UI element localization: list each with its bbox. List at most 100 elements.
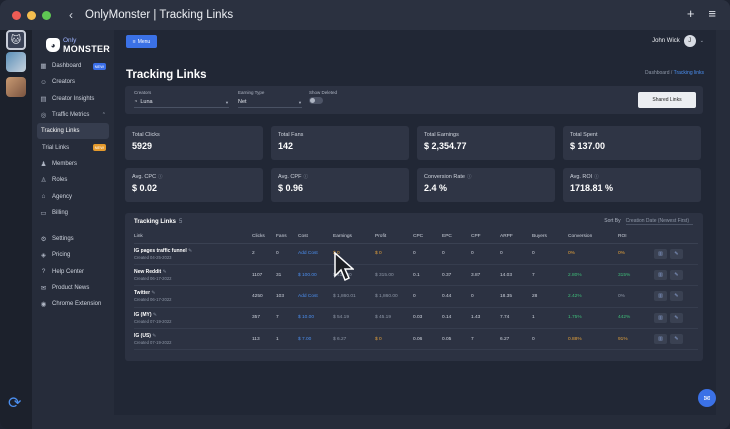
maximize-window-button[interactable] (42, 10, 51, 20)
creator-avatar-active[interactable]: 🐱 (6, 30, 26, 50)
cell-buyers: 0 (532, 328, 568, 351)
pencil-icon[interactable]: ✎ (161, 270, 167, 276)
title-bar: ‹ OnlyMonster | Tracking Links + ≡ (0, 0, 730, 30)
close-window-button[interactable] (12, 10, 21, 20)
cost-link[interactable]: $ 10.00 (298, 307, 333, 330)
col-header[interactable]: Link (134, 231, 252, 244)
info-icon[interactable]: ⓘ (158, 174, 163, 179)
col-header[interactable]: Clicks (252, 231, 276, 244)
link-created: Created 06-17-2022 (134, 276, 172, 282)
shared-links-button[interactable]: Shared Links (638, 92, 696, 108)
link-name[interactable]: Twitter (134, 290, 151, 297)
cost-link[interactable]: $ 100.00 (298, 264, 333, 287)
avatar: J (683, 35, 696, 47)
add-cost-link[interactable]: Add Cost (298, 285, 333, 308)
col-header[interactable]: Cost (298, 231, 333, 244)
cell-epc: 0.14 (442, 307, 471, 330)
sidebar-item-roles[interactable]: ♙ Roles (32, 172, 114, 188)
col-header[interactable]: Fans (276, 231, 298, 244)
col-header[interactable]: CPC (413, 231, 442, 244)
stats-icon[interactable]: ▥ (654, 312, 667, 323)
edit-icon[interactable]: ✎ (670, 291, 683, 302)
sort-select[interactable]: Creation Date (Newest First) (625, 218, 693, 225)
col-header[interactable]: ARPF (500, 231, 532, 244)
chat-icon[interactable]: ✉ (698, 389, 716, 407)
minimize-window-button[interactable] (27, 10, 36, 20)
chevron-up-icon[interactable]: ⌃ (101, 112, 106, 119)
sidebar-item-settings[interactable]: ⚙ Settings (32, 231, 114, 247)
info-icon[interactable]: ⓘ (594, 174, 599, 179)
cost-link[interactable]: $ 7.00 (298, 328, 333, 351)
cell-profit: $ 0 (375, 243, 413, 265)
col-header[interactable]: EPC (442, 231, 471, 244)
grid-icon: ▦ (40, 63, 47, 71)
col-header[interactable]: CPF (471, 231, 500, 244)
stats-icon[interactable]: ▥ (654, 334, 667, 345)
pencil-icon[interactable]: ✎ (150, 291, 156, 297)
sidebar-item-tracking-links[interactable]: Tracking Links (37, 123, 109, 140)
pencil-icon[interactable]: ✎ (150, 334, 157, 340)
edit-icon[interactable]: ✎ (670, 334, 683, 345)
stat-label: Total Fans (278, 132, 304, 138)
link-created: Created 06-17-2022 (134, 297, 172, 303)
sidebar-item-agency[interactable]: ⌂ Agency (32, 188, 114, 204)
edit-icon[interactable]: ✎ (670, 248, 683, 259)
stat-label: Conversion Rate (424, 174, 465, 180)
add-cost-link[interactable]: Add Cost (298, 243, 333, 265)
sidebar-item-billing[interactable]: ▭ Billing (32, 205, 114, 221)
pencil-icon[interactable]: ✎ (151, 312, 157, 318)
creator-avatar[interactable] (6, 77, 26, 97)
cell-cpf: 0 (471, 285, 500, 308)
edit-icon[interactable]: ✎ (670, 312, 683, 323)
stat-label: Total Spent (570, 132, 598, 138)
pencil-icon[interactable]: ✎ (186, 248, 193, 254)
new-tab-icon[interactable]: + (686, 6, 695, 21)
sidebar-item-trial-links[interactable]: Trial Links NEW (32, 139, 114, 155)
sidebar-item-pricing[interactable]: ◈ Pricing (32, 247, 114, 263)
sidebar-item-traffic-metrics[interactable]: ◎ Traffic Metrics ⌃ (32, 107, 114, 123)
breadcrumb-home[interactable]: Dashboard (645, 70, 670, 76)
stats-icon[interactable]: ▥ (654, 291, 667, 302)
stat-card: Avg. CPC ⓘ $ 0.02 (125, 168, 263, 202)
cell-conversion: 2.80% (568, 264, 618, 287)
hamburger-menu-icon[interactable]: ≡ (708, 6, 716, 21)
sidebar-item-help-center[interactable]: ? Help Center (32, 264, 114, 280)
col-header[interactable]: ROI (618, 231, 654, 244)
link-name[interactable]: IG (US) (134, 333, 151, 340)
sidebar-item-members[interactable]: ♟ Members (32, 156, 114, 172)
link-name[interactable]: New Reddit (134, 269, 162, 276)
news-icon: ✉ (40, 285, 47, 292)
sidebar-item-label: Dashboard (52, 63, 82, 70)
info-icon[interactable]: ⓘ (303, 174, 308, 179)
stats-icon[interactable]: ▥ (654, 248, 667, 259)
sidebar-item-label: Settings (52, 236, 74, 243)
cell-conversion: 1.75% (568, 307, 618, 330)
stats-icon[interactable]: ▥ (654, 270, 667, 281)
col-header[interactable]: Conversion (568, 231, 618, 244)
back-icon[interactable]: ‹ (69, 8, 73, 22)
earning-type-select[interactable]: Net ▼ (238, 97, 302, 108)
table-count: 5 (179, 219, 183, 225)
col-header[interactable]: Earnings (333, 231, 375, 244)
sidebar-item-creator-insights[interactable]: ▤ Creator Insights (32, 91, 114, 107)
sidebar-item-dashboard[interactable]: ▦ Dashboard NEW (32, 58, 114, 74)
settings-icon: ⚙ (40, 236, 47, 244)
sidebar-item-creators[interactable]: ☺ Creators (32, 74, 114, 90)
creator-avatar[interactable] (6, 52, 26, 72)
col-header-actions (654, 231, 698, 244)
sync-icon[interactable]: ⟳ (8, 395, 22, 412)
col-header[interactable]: Profit (375, 231, 413, 244)
info-icon[interactable]: ⓘ (466, 174, 472, 179)
brand-logo[interactable]: ◕ Only MONSTER (46, 36, 110, 54)
stat-card: Conversion Rate ⓘ 2.4 % (417, 168, 555, 202)
col-header[interactable]: Buyers (532, 231, 568, 244)
user-menu[interactable]: John Wick J ⌄ (652, 35, 704, 47)
edit-icon[interactable]: ✎ (670, 270, 683, 281)
menu-button[interactable]: ≡ Menu (126, 35, 157, 48)
sidebar-item-product-news[interactable]: ✉ Product News (32, 280, 114, 296)
show-deleted-toggle[interactable] (309, 97, 323, 104)
sidebar-item-chrome-extension[interactable]: ◉ Chrome Extension (32, 296, 114, 312)
creator-select[interactable]: ◔ Luna ▼ (134, 97, 229, 108)
link-name[interactable]: IG pages traffic funnel (134, 247, 187, 254)
link-name[interactable]: IG (MY) (134, 311, 152, 318)
